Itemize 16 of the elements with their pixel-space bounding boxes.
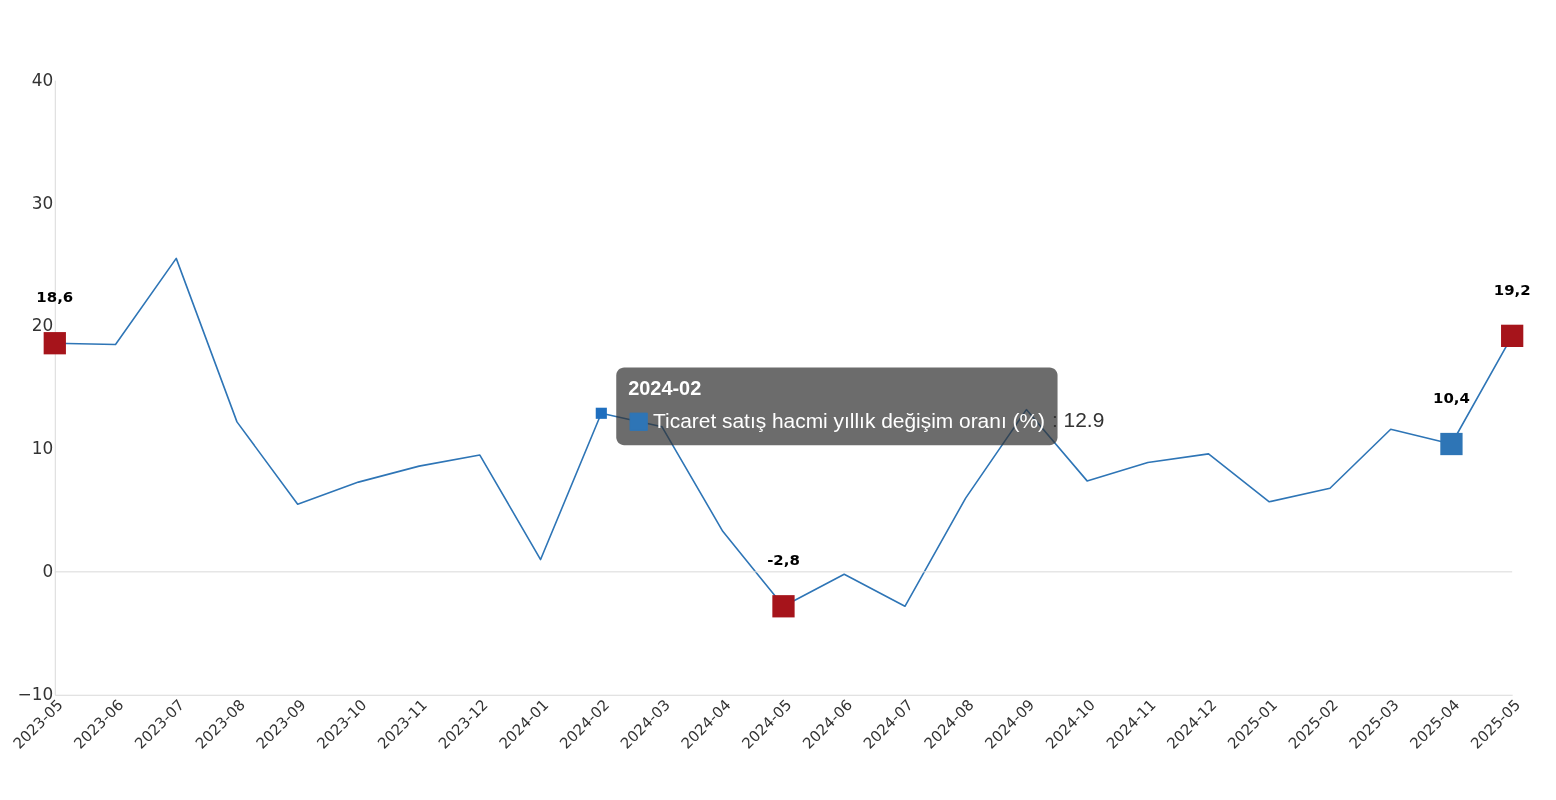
y-tick-label: 10 — [31, 438, 54, 459]
data-label: -2,8 — [767, 551, 800, 570]
y-tick-label: 20 — [31, 315, 54, 336]
legend-label: Ticaret satış hacmi yıllık değişim oranı (%) — [653, 408, 1046, 432]
y-tick-label: 40 — [31, 69, 54, 90]
data-label: 19,2 — [1493, 281, 1531, 299]
data-label: 10,4 — [1433, 389, 1470, 408]
point — [1501, 324, 1524, 347]
y-tick-label: 30 — [31, 192, 54, 213]
point — [43, 332, 66, 355]
data-label: 18,6 — [36, 288, 74, 307]
annotation: : 12.9 — [1051, 408, 1105, 432]
y-tick-label: 0 — [42, 561, 54, 582]
point — [772, 595, 795, 618]
point — [1440, 432, 1463, 456]
annotation: 2024-02 — [628, 377, 702, 400]
